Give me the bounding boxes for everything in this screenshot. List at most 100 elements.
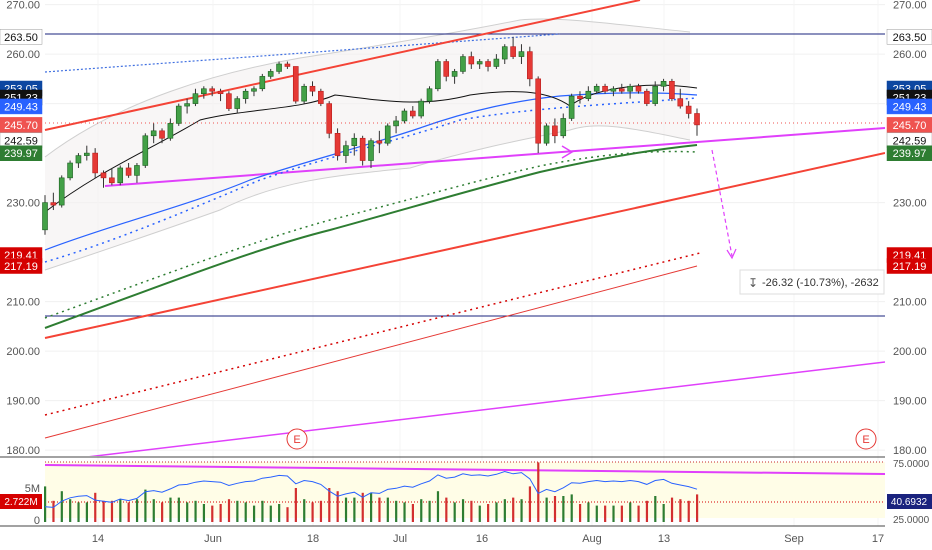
- candle-body: [451, 71, 458, 77]
- measure-icon: ↧: [748, 276, 758, 290]
- candle-body: [468, 56, 475, 65]
- red-channel-top: [44, 0, 641, 131]
- volume-bar: [495, 502, 498, 522]
- volume-bar: [328, 488, 331, 522]
- magenta-long-trend-line: [89, 361, 885, 456]
- candle: [251, 86, 257, 97]
- volume-bar: [662, 504, 665, 522]
- y-tick-label-right: 210.00: [893, 297, 927, 309]
- candle: [535, 76, 541, 154]
- candle: [585, 86, 592, 102]
- volume-bar: [645, 500, 649, 522]
- earnings-marker-1[interactable]: E: [286, 428, 308, 450]
- price-badge-right: 242.59: [886, 132, 932, 149]
- y-tick-label-left: 210.00: [6, 297, 40, 309]
- candle: [343, 140, 349, 163]
- magenta-trend-line: [104, 127, 885, 187]
- price-badge-label: 217.19: [893, 261, 927, 273]
- candle-body: [493, 58, 500, 67]
- price-badge-label: 263.50: [893, 32, 927, 44]
- candle-body: [309, 85, 316, 92]
- candle: [75, 153, 82, 168]
- x-tick-label: Sep: [784, 533, 804, 545]
- volume-bar: [470, 500, 473, 522]
- candle: [242, 88, 249, 104]
- candle: [284, 61, 291, 69]
- candle-body: [192, 93, 199, 104]
- volume-bar: [478, 505, 481, 522]
- price-badge-label: 242.59: [4, 135, 38, 147]
- price-badge-label: 242.59: [893, 135, 927, 147]
- candle: [451, 68, 458, 84]
- candle: [234, 96, 241, 114]
- candle-body: [217, 90, 224, 94]
- candle-body: [209, 88, 215, 92]
- candle: [518, 44, 525, 64]
- volume-bar: [85, 502, 88, 522]
- candle-body: [267, 71, 274, 77]
- candle: [159, 128, 165, 144]
- candle: [685, 101, 692, 119]
- candle: [58, 175, 65, 208]
- y-tick-label-right: 260.00: [893, 49, 927, 61]
- candle-body: [201, 88, 207, 94]
- candle-body: [259, 76, 266, 90]
- y-tick-label-left: 230.00: [6, 198, 40, 210]
- volume-bar: [294, 488, 297, 522]
- volume-bar: [453, 502, 456, 522]
- candle: [543, 123, 550, 146]
- candle: [435, 59, 441, 92]
- candle: [117, 165, 124, 186]
- candle: [401, 108, 408, 124]
- y-tick-label-left: 190.00: [6, 396, 40, 408]
- candle-body: [251, 88, 257, 92]
- price-badge-left: 242.59: [0, 132, 43, 149]
- candle-body: [426, 88, 433, 102]
- volume-bar: [119, 499, 122, 522]
- candle-body: [351, 137, 358, 146]
- volume-bar: [411, 504, 414, 522]
- volume-tick-label: 0: [34, 515, 40, 527]
- y-tick-label-right: 190.00: [893, 396, 927, 408]
- candle-body: [167, 123, 174, 139]
- volume-bar: [269, 505, 272, 522]
- candle-body: [284, 63, 291, 67]
- candle: [184, 98, 190, 114]
- candle-body: [585, 90, 592, 99]
- candle: [568, 93, 575, 121]
- rsi-tick-label: 75.0000: [893, 459, 930, 470]
- earnings-marker-2[interactable]: E: [855, 428, 877, 450]
- candle: [326, 101, 333, 139]
- volume-bar: [60, 491, 63, 522]
- volume-bar: [612, 505, 615, 522]
- candle-body: [150, 130, 157, 137]
- volume-current-badge: 2.722M: [0, 494, 42, 509]
- volume-bar: [77, 502, 80, 522]
- x-tick-label: 13: [658, 533, 670, 545]
- volume-bar: [545, 497, 548, 522]
- measure-tooltip: ↧ -26.32 (-10.73%), -2632: [739, 269, 885, 295]
- candle-body: [485, 61, 491, 67]
- price-badge-right: 263.50: [886, 29, 932, 45]
- candle: [418, 98, 424, 119]
- rsi-magenta-trend-line: [44, 464, 886, 475]
- candle: [694, 108, 700, 136]
- candle-body: [83, 152, 90, 156]
- candle: [493, 54, 500, 69]
- candle-body: [577, 95, 583, 99]
- candle-body: [535, 78, 541, 144]
- candle: [209, 86, 215, 97]
- y-tick-label-right: 180.00: [893, 445, 927, 457]
- volume-bar: [386, 497, 389, 522]
- candle: [409, 106, 416, 119]
- red-channel-bottom: [44, 152, 885, 339]
- candle: [217, 88, 224, 102]
- price-badge-label: 239.97: [893, 148, 927, 160]
- price-badge-right: 217.19: [886, 258, 932, 274]
- candle: [376, 130, 383, 154]
- candle-body: [234, 98, 241, 109]
- rsi-current-badge: 40.6932: [887, 494, 932, 509]
- candle-body: [343, 145, 349, 156]
